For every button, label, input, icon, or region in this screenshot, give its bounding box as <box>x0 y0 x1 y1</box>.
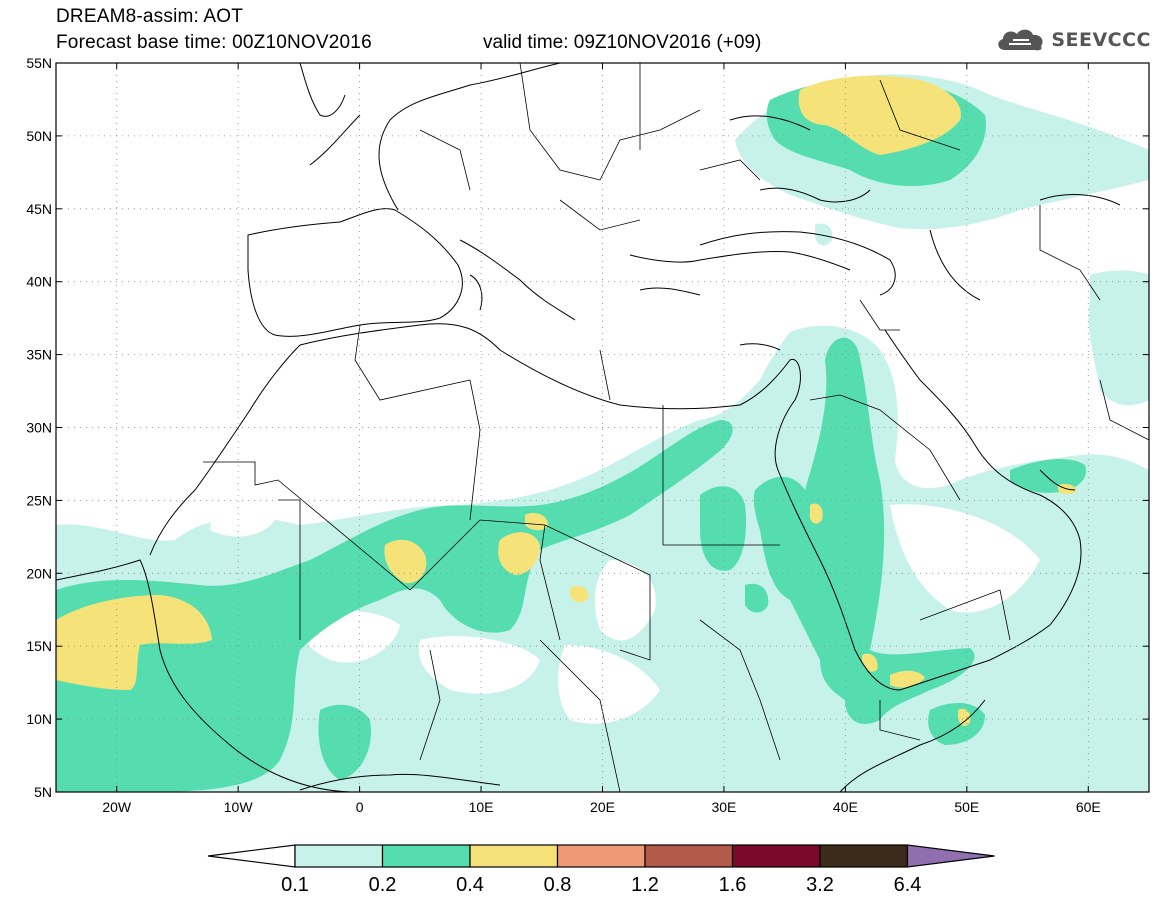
lat-label: 45N <box>26 201 52 217</box>
colorbar-swatch <box>294 844 384 868</box>
colorbar-label: 0.1 <box>281 874 309 896</box>
colorbar-swatch <box>819 844 909 868</box>
colorbar-label: 6.4 <box>894 874 922 896</box>
lat-label: 35N <box>26 347 52 363</box>
lon-label: 50E <box>954 799 979 815</box>
borders <box>203 63 1149 792</box>
lon-label: 10W <box>224 799 254 815</box>
lon-label: 30E <box>711 799 736 815</box>
colorbar <box>207 844 995 868</box>
lat-label: 55N <box>26 55 52 71</box>
colorbar-swatch <box>469 844 559 868</box>
lat-labels: 55N 50N 45N 40N 35N 30N 25N 20N 15N 10N 5N <box>26 55 52 800</box>
colorbar-swatch <box>731 844 821 868</box>
lon-label: 20W <box>102 799 132 815</box>
colorbar-swatch <box>381 844 471 868</box>
colorbar-label: 0.8 <box>544 874 572 896</box>
lat-label: 10N <box>26 711 52 727</box>
coastlines <box>56 63 1121 792</box>
lat-label: 40N <box>26 274 52 290</box>
lon-label: 40E <box>833 799 858 815</box>
lon-label: 10E <box>469 799 494 815</box>
logo-text: SEEVCCC <box>1051 29 1151 51</box>
lat-label: 20N <box>26 565 52 581</box>
seevccc-logo: SEEVCCC <box>995 26 1151 54</box>
valid-time: valid time: 09Z10NOV2016 (+09) <box>483 32 762 53</box>
map-title: DREAM8-assim: AOT <box>56 6 244 27</box>
colorbar-label: 0.2 <box>369 874 397 896</box>
lon-label: 60E <box>1076 799 1101 815</box>
lat-label: 30N <box>26 420 52 436</box>
lat-label: 25N <box>26 492 52 508</box>
lat-label: 15N <box>26 638 52 654</box>
colorbar-over-arrow <box>906 844 995 868</box>
lon-label: 0 <box>356 799 364 815</box>
forecast-base-time: Forecast base time: 00Z10NOV2016 <box>56 32 372 53</box>
colorbar-swatch <box>644 844 734 868</box>
lat-label: 50N <box>26 128 52 144</box>
colorbar-label: 3.2 <box>806 874 834 896</box>
colorbar-under-arrow <box>207 844 296 868</box>
lat-label: 5N <box>34 784 52 800</box>
colorbar-label: 0.4 <box>456 874 484 896</box>
aot-field <box>56 74 1149 792</box>
aot-holes <box>210 483 1040 724</box>
colorbar-label: 1.2 <box>631 874 659 896</box>
colorbar-swatch <box>556 844 646 868</box>
cloud-icon <box>998 29 1043 51</box>
axis-ticks <box>56 62 1149 793</box>
aot-level-0.4 <box>56 75 1077 726</box>
graticule <box>56 63 1149 792</box>
colorbar-label: 1.6 <box>719 874 747 896</box>
lon-label: 20E <box>590 799 615 815</box>
colorbar-labels: 0.1 0.2 0.4 0.8 1.2 1.6 3.2 6.4 <box>281 874 921 896</box>
lon-labels: 20W 10W 0 10E 20E 30E 40E 50E 60E <box>102 799 1100 815</box>
